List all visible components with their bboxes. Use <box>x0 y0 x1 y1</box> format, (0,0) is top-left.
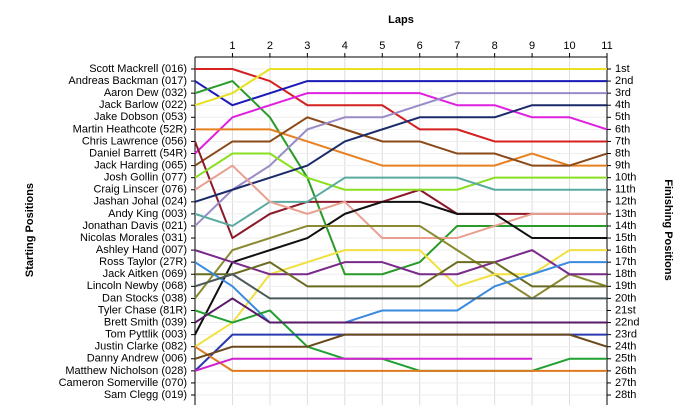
starting-label: Andreas Backman (017) <box>68 75 187 87</box>
series-line <box>194 261 607 324</box>
y2-tick-label: 24th <box>615 341 636 353</box>
y2-tick-label: 25th <box>615 353 636 365</box>
starting-label: Ashley Hand (007) <box>96 244 187 256</box>
y2-tick-label: 2nd <box>615 75 633 87</box>
y2-tick-label: 1st <box>615 63 630 75</box>
starting-label: Josh Gollin (077) <box>104 172 187 184</box>
series-line <box>194 273 607 300</box>
starting-label: Danny Andrew (006) <box>87 353 187 365</box>
starting-label: Jack Harding (065) <box>94 159 187 171</box>
starting-label: Lincoln Newby (068) <box>87 280 187 292</box>
x-tick-label: 8 <box>492 40 498 52</box>
y2-axis-title: Finishing Positions <box>662 179 674 280</box>
starting-label: Chris Lawrence (056) <box>82 135 187 147</box>
starting-label: Jake Dobson (053) <box>94 111 187 123</box>
series-line <box>194 116 608 167</box>
y2-tick-label: 20th <box>615 292 636 304</box>
starting-label: Tyler Chase (81R) <box>98 304 187 316</box>
y2-tick-label: 6th <box>615 123 630 135</box>
x-tick-label: 7 <box>454 40 460 52</box>
starting-label: Justin Clarke (082) <box>95 341 187 353</box>
y2-tick-label: 9th <box>615 159 630 171</box>
series-line <box>194 333 608 360</box>
y2-tick-label: 15th <box>615 232 636 244</box>
series-line <box>195 128 607 167</box>
series-line <box>194 249 607 348</box>
y2-tick-label: 16th <box>615 244 636 256</box>
x-tick-label: 11 <box>601 40 612 52</box>
series-line <box>194 224 608 300</box>
y2-tick-label: 23rd <box>615 329 637 341</box>
y2-tick-label: 13th <box>615 208 636 220</box>
series-line <box>194 68 607 107</box>
y2-tick-label: 14th <box>615 220 636 232</box>
starting-label: Aaron Dew (032) <box>104 87 187 99</box>
x-tick-label: 3 <box>304 40 310 52</box>
y2-tick-label: 17th <box>615 256 636 268</box>
y2-tick-label: 18th <box>615 268 636 280</box>
y2-tick-label: 21st <box>615 304 636 316</box>
starting-label: Nicolas Morales (031) <box>80 232 187 244</box>
series-line <box>194 164 607 240</box>
x-tick-label: 9 <box>529 40 535 52</box>
x-tick-label: 10 <box>563 40 575 52</box>
y2-tick-label: 11th <box>615 184 636 196</box>
starting-label: Dan Stocks (038) <box>102 292 187 304</box>
starting-label: Jashan Johal (024) <box>93 196 187 208</box>
starting-label: Craig Linscer (076) <box>93 184 187 196</box>
series-line <box>194 152 607 191</box>
series-line <box>194 200 607 336</box>
y2-tick-label: 12th <box>615 196 636 208</box>
x-tick-label: 1 <box>229 40 235 52</box>
y2-tick-label: 27th <box>615 377 636 389</box>
starting-label: Matthew Nicholson (028) <box>65 365 187 377</box>
y2-tick-label: 4th <box>615 99 630 111</box>
series-line <box>194 104 607 203</box>
y2-tick-label: 3rd <box>615 87 631 99</box>
y2-tick-label: 5th <box>615 111 630 123</box>
chart-title: Laps <box>388 14 414 26</box>
series-line <box>194 345 607 372</box>
starting-label: Jack Aitken (069) <box>103 268 187 280</box>
y2-tick-label: 8th <box>615 147 630 159</box>
starting-label: Cameron Somerville (070) <box>59 377 187 389</box>
y-axis-title: Starting Positions <box>24 183 36 277</box>
series-line <box>194 309 607 372</box>
starting-label: Tom Pyttlik (003) <box>105 329 187 341</box>
series-line <box>195 68 607 143</box>
starting-label: Daniel Barrett (54R) <box>89 147 187 159</box>
y2-tick-label: 28th <box>615 389 636 401</box>
series-line <box>194 92 608 155</box>
starting-label: Sam Clegg (019) <box>104 389 187 401</box>
x-tick-label: 5 <box>379 40 385 52</box>
starting-label: Ross Taylor (27R) <box>99 256 187 268</box>
series-line <box>195 261 607 288</box>
starting-label: Andy King (003) <box>108 208 187 220</box>
x-tick-label: 4 <box>342 40 348 52</box>
series-line <box>194 357 533 372</box>
y2-tick-label: 10th <box>615 172 636 184</box>
x-tick-label: 2 <box>267 40 273 52</box>
y2-tick-label: 22nd <box>615 316 639 328</box>
x-tick-label: 6 <box>417 40 423 52</box>
starting-label: Scott Mackrell (016) <box>89 63 187 75</box>
series-line <box>194 92 607 227</box>
y2-tick-label: 19th <box>615 280 636 292</box>
starting-label: Jack Barlow (022) <box>99 99 187 111</box>
series-line <box>194 176 607 227</box>
series-line <box>194 80 607 107</box>
starting-label: Jonathan Davis (021) <box>82 220 187 232</box>
series-line <box>194 249 607 276</box>
y2-tick-label: 26th <box>615 365 636 377</box>
series-line <box>194 297 607 324</box>
starting-label: Brett Smith (039) <box>104 316 187 328</box>
y2-tick-label: 7th <box>615 135 630 147</box>
starting-label: Martin Heathcote (52R) <box>73 123 187 135</box>
